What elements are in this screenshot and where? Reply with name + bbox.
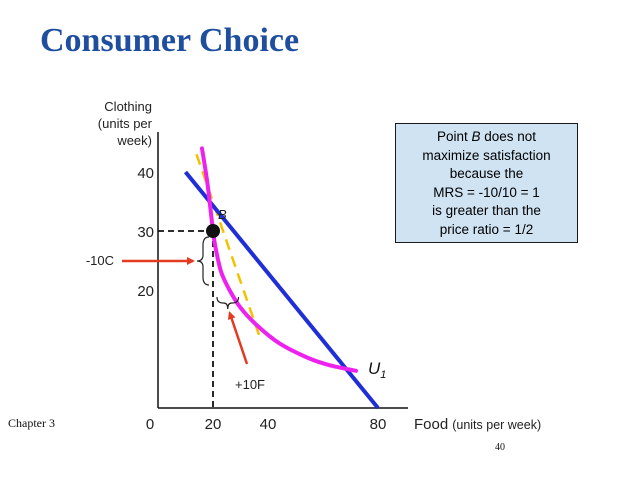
indifference-curve-subscript: 1	[380, 369, 386, 381]
x-tick-label: 0	[146, 416, 154, 433]
slide-title: Consumer Choice	[40, 22, 300, 59]
callout-line: maximize satisfaction	[422, 147, 551, 163]
indifference-curve-label: U1	[368, 359, 386, 381]
budget-line	[183, 170, 380, 410]
clothing-change-brace	[196, 236, 210, 286]
chapter-label: Chapter 3	[8, 416, 55, 430]
explanation-callout: Point B does not maximize satisfaction b…	[395, 123, 578, 243]
mrs-tangent-line	[195, 153, 261, 338]
point-b-label: B	[218, 207, 227, 222]
x-axis-label: Food (units per week)	[414, 416, 541, 433]
food-change-arrow	[227, 311, 249, 365]
x-tick-label: 20	[205, 416, 222, 433]
x-axis-unit: (units per week)	[452, 418, 541, 432]
callout-text: does not	[480, 129, 537, 144]
y-axis-label-line: week)	[117, 133, 152, 148]
food-change-brace	[216, 296, 240, 310]
callout-line: is greater than the	[432, 203, 541, 218]
food-change-label: +10F	[235, 377, 265, 392]
callout-line: MRS = -10/10 = 1	[433, 184, 540, 200]
y-axis-label-line: (units per	[97, 116, 152, 131]
y-axis-label-line: Clothing	[104, 99, 152, 114]
point-b-marker	[206, 224, 220, 238]
clothing-change-label: -10C	[86, 253, 114, 268]
callout-text: Point	[436, 129, 472, 144]
x-tick-label: 80	[370, 416, 387, 433]
y-axis-label: Clothing (units per week)	[76, 98, 152, 149]
y-tick-label: 30	[137, 224, 154, 241]
page-number: 40	[495, 442, 505, 453]
indifference-curve-u1	[200, 146, 358, 373]
callout-line: Point B does not	[396, 128, 577, 147]
callout-point-label: B	[471, 129, 481, 144]
callout-line: price ratio = 1/2	[439, 221, 534, 237]
y-tick-label: 40	[137, 165, 154, 182]
callout-line: because the	[449, 166, 524, 181]
x-tick-label: 40	[260, 416, 277, 433]
y-tick-label: 20	[137, 283, 154, 300]
